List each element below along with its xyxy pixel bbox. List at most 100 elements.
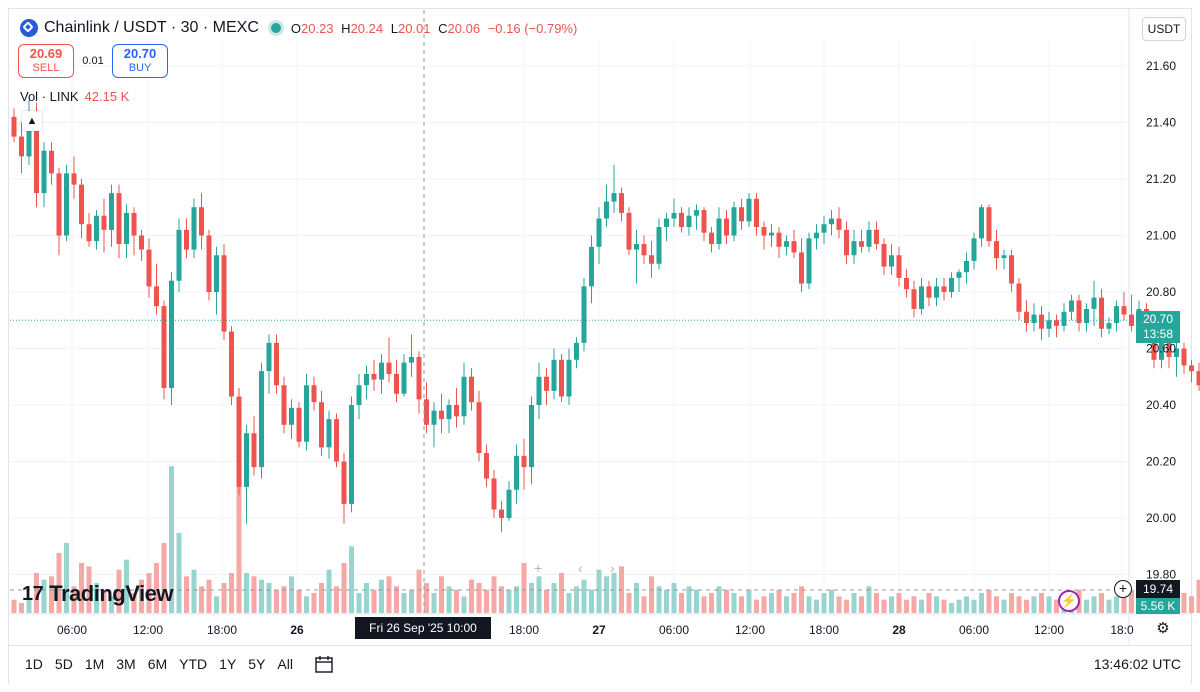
volume-bar <box>581 579 587 613</box>
candle-body <box>161 306 167 389</box>
x-tick-label: 18:0 <box>1110 623 1134 637</box>
volume-bar <box>596 569 602 613</box>
candle-body <box>949 277 954 292</box>
range-ytd[interactable]: YTD <box>179 656 208 672</box>
utc-clock[interactable]: 13:46:02 UTC <box>1093 656 1181 672</box>
range-3m[interactable]: 3M <box>116 656 136 672</box>
scroll-left-icon[interactable]: ‹ <box>578 560 583 576</box>
candle-body <box>889 255 894 267</box>
candle-body <box>169 280 174 389</box>
volume-bar <box>986 589 992 613</box>
volume-bars <box>11 463 1200 613</box>
volume-bar <box>356 593 362 613</box>
volume-bar <box>341 563 347 613</box>
candle-body <box>911 289 917 309</box>
candle-body <box>394 373 399 394</box>
range-6m[interactable]: 6M <box>147 656 168 672</box>
volume-bar <box>454 589 459 613</box>
volume-bar <box>641 596 647 613</box>
candle-body <box>956 272 962 278</box>
candle-body <box>499 509 504 518</box>
candle-body <box>836 218 842 230</box>
chart-settings-gear-icon[interactable]: ⚙ <box>1156 620 1170 637</box>
candle-body <box>184 229 189 250</box>
candle-body <box>431 410 437 425</box>
volume-bar <box>829 589 834 613</box>
candle-body <box>1129 314 1134 326</box>
candle-body <box>581 286 587 343</box>
add-alert-plus-icon[interactable]: + <box>1114 580 1132 598</box>
symbol-title[interactable]: Chainlink / USDT · 30 · MEXC <box>44 19 259 36</box>
volume-bar <box>1196 579 1200 613</box>
lightning-bolt-icon[interactable]: ⚡ <box>1058 590 1080 612</box>
candle-body <box>454 405 459 417</box>
volume-bar <box>1046 596 1052 613</box>
candle-body <box>761 227 767 236</box>
candle-body <box>866 229 872 247</box>
volume-bar <box>889 596 894 613</box>
candle-body <box>176 229 182 281</box>
x-tick-label: 26 <box>290 623 304 637</box>
range-1d[interactable]: 1D <box>25 656 43 672</box>
volume-bar <box>139 579 144 613</box>
candle-body <box>11 116 17 137</box>
range-selector: 1D 5D 1M 3M 6M YTD 1Y 5Y All <box>25 656 305 672</box>
overlay-lines <box>10 10 1128 613</box>
candle-body <box>656 227 662 264</box>
scroll-right-icon[interactable]: › <box>610 560 615 576</box>
volume-bar <box>949 603 954 613</box>
candle-body <box>116 193 122 244</box>
candle-body <box>979 207 984 239</box>
sell-button[interactable]: 20.69 SELL <box>18 44 74 78</box>
candle-body <box>236 396 242 487</box>
volume-bar <box>296 589 302 613</box>
volume-bar <box>604 576 609 613</box>
range-1y[interactable]: 1Y <box>219 656 237 672</box>
candle-body <box>56 173 62 236</box>
range-5d[interactable]: 5D <box>54 656 73 672</box>
range-1m[interactable]: 1M <box>84 656 105 672</box>
candle-body <box>416 356 422 400</box>
candle-body <box>536 376 542 405</box>
candle-body <box>874 229 879 244</box>
volume-bar <box>761 596 767 613</box>
x-tick-label: 06:00 <box>659 623 689 637</box>
range-all[interactable]: All <box>277 656 293 672</box>
candle-body <box>544 376 549 391</box>
candle-body <box>634 243 639 250</box>
volume-bar <box>71 586 77 613</box>
candle-body <box>739 207 744 222</box>
price-axis: 21.60 21.40 21.20 21.00 20.80 20.60 20.40 20.20… <box>1146 59 1176 582</box>
scroll-plus-icon[interactable]: + <box>534 560 543 576</box>
volume-bar <box>754 599 759 613</box>
volume-bar <box>1114 596 1119 613</box>
volume-bar <box>311 593 317 613</box>
range-5y[interactable]: 5Y <box>248 656 266 672</box>
volume-bar <box>79 563 84 613</box>
collapse-legend-button[interactable]: ▲ <box>22 111 42 131</box>
volume-bar <box>566 593 572 613</box>
volume-bar <box>431 593 437 613</box>
currency-select[interactable]: USDT <box>1142 17 1186 41</box>
candle-body <box>64 173 69 236</box>
volume-bar <box>131 593 137 613</box>
volume-bar <box>874 593 879 613</box>
x-tick-label: 28 <box>892 623 906 637</box>
buy-button[interactable]: 20.70 BUY <box>112 44 168 78</box>
volume-bar <box>251 576 257 613</box>
volume-bar <box>514 586 519 613</box>
volume-bar <box>926 593 932 613</box>
volume-bar <box>1099 593 1104 613</box>
candle-body <box>1084 308 1089 324</box>
candle-body <box>521 455 527 468</box>
date-range-calendar-icon[interactable] <box>313 654 335 674</box>
volume-bar <box>499 586 504 613</box>
candle-body <box>551 359 557 391</box>
volume-bar <box>379 579 384 613</box>
volume-bar <box>866 586 872 613</box>
volume-bar <box>964 596 969 613</box>
volume-bar <box>679 593 684 613</box>
volume-bar <box>814 599 819 613</box>
y-tick-label: 20.20 <box>1146 455 1176 469</box>
